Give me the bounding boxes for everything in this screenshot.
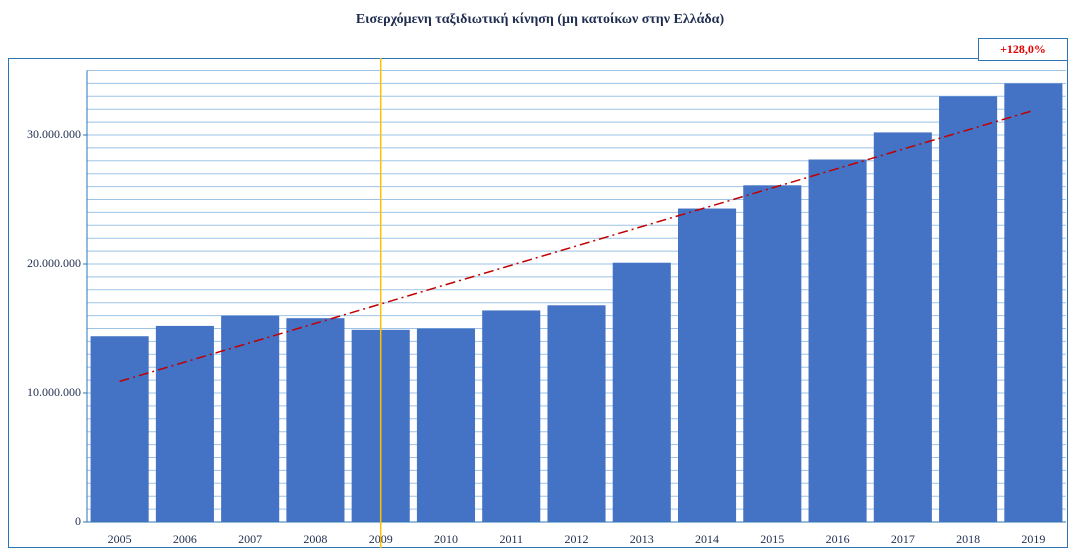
x-tick-label: 2011 [499,532,523,546]
x-tick-label: 2014 [695,532,719,546]
x-tick-label: 2006 [173,532,197,546]
bar [677,208,737,522]
bar [90,336,149,522]
x-tick-label: 2008 [303,532,327,546]
trendline [119,109,1034,383]
bar [873,132,932,523]
x-tick-label: 2010 [434,532,458,546]
annotation-box [978,38,1068,61]
bar [939,96,998,523]
x-tick-label: 2019 [1021,532,1045,546]
y-tick-label: 30.000.000 [27,127,81,141]
x-tick-label: 2017 [891,532,915,546]
bar [612,262,671,522]
bar [808,159,867,522]
bar [221,315,280,522]
x-tick-label: 2007 [238,532,262,546]
y-tick-label: 10.000.000 [27,385,81,399]
annotation: +128,0% [1000,42,1046,56]
x-tick-label: 2013 [630,532,654,546]
bar [286,318,345,522]
x-tick-label: 2016 [826,532,850,546]
chart-title: Εισερχόμενη ταξιδιωτική κίνηση (μη κατοί… [356,12,725,27]
y-tick-label: 20.000.000 [27,256,81,270]
plot-frame [8,58,1068,548]
bar [1004,83,1063,523]
y-tick-label: 0 [75,514,81,528]
bar [416,328,476,522]
x-tick-label: 2015 [760,532,784,546]
x-tick-label: 2005 [108,532,132,546]
bar [155,325,214,522]
x-tick-label: 2018 [956,532,980,546]
bar [482,310,541,522]
bar [743,185,802,522]
x-tick-label: 2012 [565,532,589,546]
bar [547,305,606,522]
